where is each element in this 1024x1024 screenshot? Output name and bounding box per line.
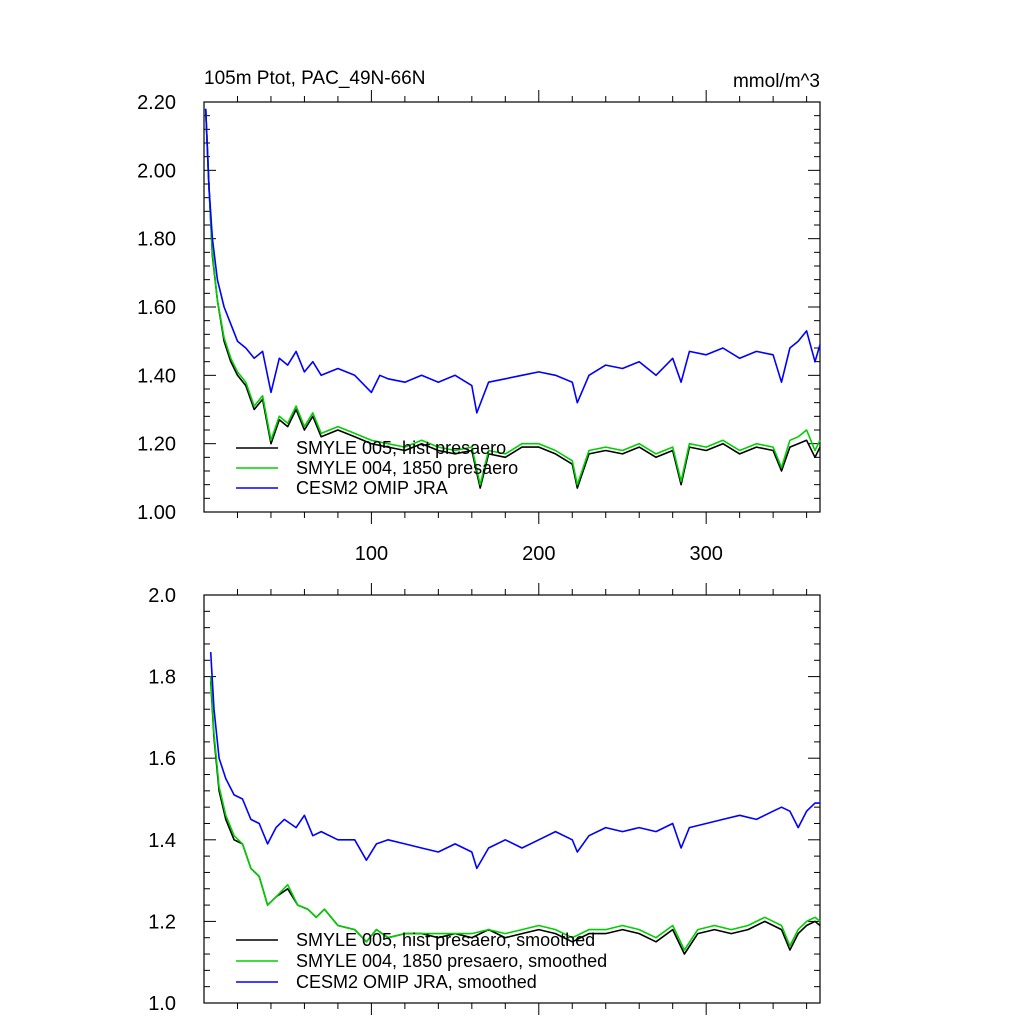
y-tick-label: 1.4 <box>148 830 176 852</box>
y-tick-label: 1.20 <box>137 434 176 456</box>
y-tick-label: 1.00 <box>137 502 176 524</box>
y-tick-label: 1.6 <box>148 748 176 770</box>
y-tick-label: 1.2 <box>148 911 176 933</box>
legend-label: SMYLE 005, hist presaero, smoothed <box>296 930 595 950</box>
top-panel: 1.00 1.20 1.40 1.60 1.80 2.00 2.20 100 200 300 SMY… <box>137 90 821 565</box>
chart-title: 105m Ptot, PAC_49N-66N <box>204 68 425 89</box>
units-label: mmol/m^3 <box>733 71 820 92</box>
series-line-3 <box>209 652 820 870</box>
x-tick-label: 200 <box>522 543 555 565</box>
y-tick-label: 1.40 <box>137 365 176 387</box>
series-line-1 <box>204 108 821 489</box>
legend-label: SMYLE 004, 1850 presaero <box>296 458 518 478</box>
x-tick-label: 100 <box>355 543 388 565</box>
series-line-2 <box>204 108 821 486</box>
legend-label: SMYLE 004, 1850 presaero, smoothed <box>296 951 607 971</box>
x-tick-label: 300 <box>689 543 722 565</box>
y-tick-label: 1.8 <box>148 667 176 689</box>
series-line-2 <box>209 676 821 951</box>
series-line-3 <box>204 108 821 414</box>
plot-frame <box>203 594 821 1004</box>
y-tick-label: 1.60 <box>137 297 176 319</box>
y-tick-label: 2.0 <box>148 585 176 607</box>
legend-label: CESM2 OMIP JRA, smoothed <box>296 972 537 992</box>
y-tick-label: 2.20 <box>137 92 176 114</box>
y-tick-label: 1.0 <box>148 993 176 1015</box>
y-tick-label: 1.80 <box>137 229 176 251</box>
legend-label: CESM2 OMIP JRA <box>296 478 448 498</box>
bottom-panel: 1.0 1.2 1.4 1.6 1.8 2.0 SMYLE 005, hist presae… <box>148 583 821 1015</box>
legend-label: SMYLE 005, hist presaero <box>296 438 506 458</box>
y-tick-label: 2.00 <box>137 160 176 182</box>
